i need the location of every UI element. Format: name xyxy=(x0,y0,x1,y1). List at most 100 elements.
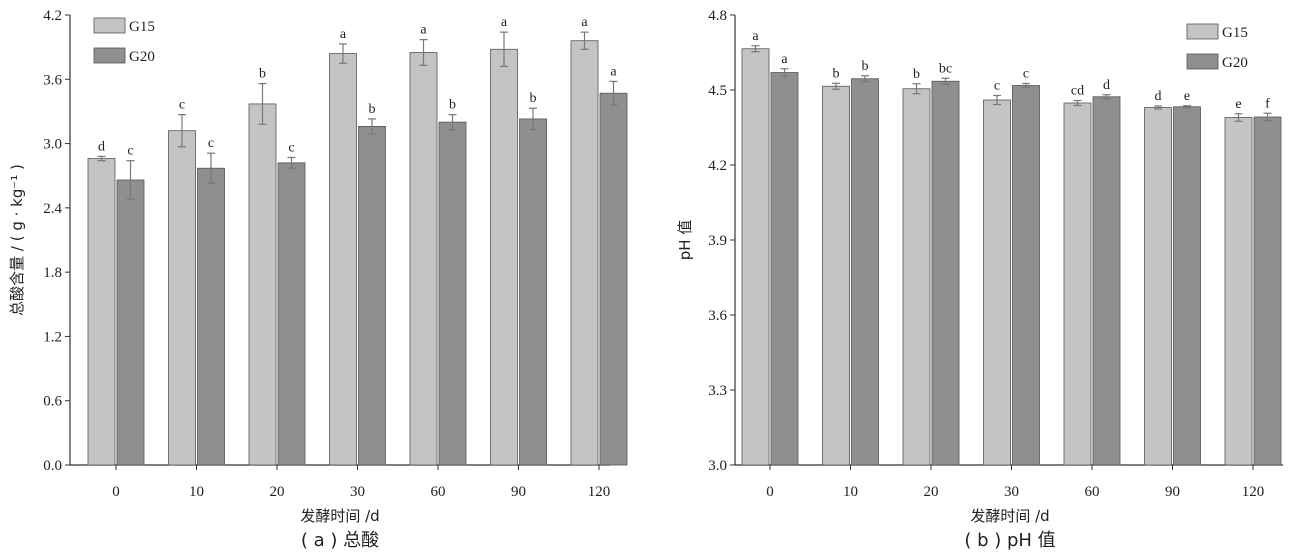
bar-g15 xyxy=(1063,102,1092,466)
x-tick-label: 90 xyxy=(1165,484,1180,500)
y-tick-label: 4.2 xyxy=(708,158,727,174)
bar-g15 xyxy=(902,88,931,466)
bar-g20 xyxy=(277,162,306,466)
bar-g15 xyxy=(490,48,518,466)
bar-g20 xyxy=(770,72,799,466)
significance-label: a xyxy=(610,64,617,79)
bar-g20 xyxy=(931,80,960,466)
legend-label-g15: G15 xyxy=(129,19,155,35)
y-tick-label: 4.5 xyxy=(708,83,727,99)
significance-label: b xyxy=(913,67,920,82)
significance-label: a xyxy=(340,27,347,42)
significance-label: e xyxy=(1235,97,1241,112)
y-tick-label: 0.0 xyxy=(43,458,62,474)
significance-label: cd xyxy=(1071,84,1084,99)
legend-swatch-g20 xyxy=(93,47,126,64)
legend-label-g20: G20 xyxy=(1222,55,1248,71)
significance-label: bc xyxy=(939,61,952,76)
significance-label: d xyxy=(1155,89,1162,104)
legend-swatch-g20 xyxy=(1186,53,1219,70)
x-tick-label: 120 xyxy=(1242,484,1265,500)
x-tick-label: 120 xyxy=(588,484,611,500)
y-axis-title: 总酸含量 / ( g · kg⁻¹ ) xyxy=(8,164,26,316)
x-tick-label: 60 xyxy=(431,484,446,500)
significance-label: b xyxy=(530,91,537,106)
y-tick-label: 1.8 xyxy=(43,265,62,281)
significance-label: b xyxy=(259,67,266,82)
significance-label: a xyxy=(781,52,788,67)
significance-label: c xyxy=(179,98,185,113)
bar-g20 xyxy=(1173,106,1201,466)
bar-g15 xyxy=(570,40,599,466)
bar-g15 xyxy=(329,53,357,466)
significance-label: a xyxy=(581,15,588,30)
x-axis-title: 发酵时间 /d xyxy=(970,507,1049,525)
y-tick-label: 0.6 xyxy=(43,394,62,410)
legend-swatch-g15 xyxy=(1186,23,1219,40)
x-tick-label: 20 xyxy=(924,484,939,500)
x-tick-label: 90 xyxy=(511,484,526,500)
bar-g15 xyxy=(983,99,1011,466)
bar-g20 xyxy=(1012,85,1040,466)
y-tick-label: 4.2 xyxy=(43,8,62,24)
panel-caption: ( a ) 总酸 xyxy=(301,530,379,551)
panel-caption: ( b ) pH 值 xyxy=(964,530,1055,551)
y-tick-label: 3.3 xyxy=(708,383,727,399)
bar-g20 xyxy=(438,121,467,466)
y-tick-label: 3.0 xyxy=(43,137,62,153)
significance-label: c xyxy=(127,144,133,159)
bar-g15 xyxy=(248,103,277,466)
significance-label: a xyxy=(752,29,759,44)
y-tick-label: 3.6 xyxy=(708,308,727,324)
significance-label: c xyxy=(288,141,294,156)
x-axis-title: 发酵时间 /d xyxy=(300,507,379,525)
bar-g15 xyxy=(87,158,116,466)
y-tick-label: 1.2 xyxy=(43,329,62,345)
bar-g20 xyxy=(358,126,386,466)
y-tick-label: 3.9 xyxy=(708,233,727,249)
panel-b-ph: 3.0 3.3 3.6 3.9 4.2 4.5 4.8 0 a a 10 b b 20 b bc 30 c c 60 c… xyxy=(676,8,1283,551)
legend-label-g20: G20 xyxy=(129,49,155,65)
significance-label: c xyxy=(1023,67,1029,82)
significance-label: f xyxy=(1265,96,1270,111)
bar-g20 xyxy=(851,78,879,466)
significance-label: b xyxy=(449,98,456,113)
bar-g15 xyxy=(409,52,438,466)
bar-g20 xyxy=(1253,116,1282,466)
significance-label: b xyxy=(369,102,376,117)
legend-swatch-g15 xyxy=(93,17,126,34)
panel-a-total-acid: 0.0 0.6 1.2 1.8 2.4 3.0 3.6 4.2 0 d c 10 c c 20 b c 30 a b 6… xyxy=(8,8,628,551)
bar-g20 xyxy=(1092,96,1121,466)
bar-g15 xyxy=(741,48,770,466)
y-tick-label: 2.4 xyxy=(43,201,62,217)
x-tick-label: 20 xyxy=(270,484,285,500)
significance-label: a xyxy=(501,15,508,30)
bar-g15 xyxy=(1144,107,1172,466)
y-tick-label: 3.6 xyxy=(43,72,62,88)
bar-g15 xyxy=(1224,117,1253,466)
bar-g15 xyxy=(168,130,196,466)
significance-label: c xyxy=(208,136,214,151)
x-tick-label: 10 xyxy=(189,484,204,500)
x-tick-label: 60 xyxy=(1085,484,1100,500)
bar-g20 xyxy=(197,167,225,466)
significance-label: e xyxy=(1184,89,1190,104)
x-tick-label: 30 xyxy=(1004,484,1019,500)
significance-label: a xyxy=(420,23,427,38)
x-tick-label: 0 xyxy=(112,484,120,500)
x-tick-label: 30 xyxy=(350,484,365,500)
x-tick-label: 0 xyxy=(766,484,774,500)
significance-label: d xyxy=(98,139,105,154)
bar-g15 xyxy=(822,85,850,466)
bar-g20 xyxy=(599,92,628,466)
legend-label-g15: G15 xyxy=(1222,25,1248,41)
bar-g20 xyxy=(116,179,145,466)
significance-label: b xyxy=(862,59,869,74)
y-tick-label: 4.8 xyxy=(708,8,727,24)
bar-g20 xyxy=(519,118,547,466)
significance-label: b xyxy=(833,66,840,81)
y-axis-title: pH 值 xyxy=(676,220,694,261)
significance-label: c xyxy=(994,79,1000,94)
x-tick-label: 10 xyxy=(843,484,858,500)
